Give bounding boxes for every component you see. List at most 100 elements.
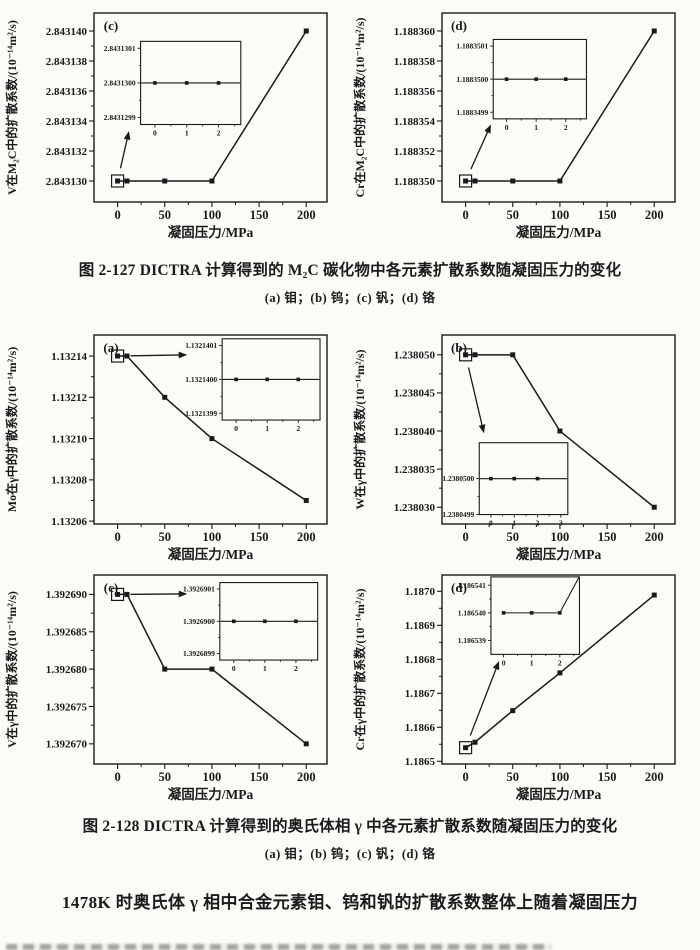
svg-text:1.186540: 1.186540 bbox=[458, 608, 486, 617]
svg-text:50: 50 bbox=[158, 208, 171, 222]
svg-text:1.238035: 1.238035 bbox=[394, 464, 436, 476]
svg-text:0: 0 bbox=[505, 123, 509, 132]
svg-text:1.188354: 1.188354 bbox=[394, 116, 436, 128]
svg-text:50: 50 bbox=[506, 208, 519, 222]
svg-text:0: 0 bbox=[502, 658, 506, 667]
svg-text:1: 1 bbox=[185, 129, 189, 138]
svg-text:1.13214: 1.13214 bbox=[51, 351, 87, 363]
svg-text:150: 150 bbox=[598, 530, 617, 544]
svg-text:1.188360: 1.188360 bbox=[394, 26, 436, 38]
svg-text:2: 2 bbox=[564, 123, 568, 132]
chart-128d-cr-in-gamma: 0 50 100 150 200 1.1865 1.1866 1.1867 1.1868 1.18… bbox=[350, 566, 698, 806]
svg-text:200: 200 bbox=[645, 530, 664, 544]
svg-text:200: 200 bbox=[645, 208, 664, 222]
chart-svg: 0 50 100 150 200 1.238030 1.238035 1.238040 1.23… bbox=[352, 334, 676, 562]
svg-text:1.1883501: 1.1883501 bbox=[456, 42, 488, 51]
svg-text:2.8431299: 2.8431299 bbox=[104, 113, 136, 122]
cut-off-next-text-line bbox=[6, 944, 551, 950]
svg-text:1.188356: 1.188356 bbox=[394, 86, 436, 98]
svg-text:50: 50 bbox=[158, 770, 171, 784]
svg-text:1.186539: 1.186539 bbox=[458, 636, 486, 645]
svg-text:1.392670: 1.392670 bbox=[46, 739, 88, 751]
svg-text:2.843132: 2.843132 bbox=[46, 146, 88, 158]
svg-text:1.238030: 1.238030 bbox=[394, 502, 436, 514]
svg-text:1.3926899: 1.3926899 bbox=[183, 649, 215, 658]
svg-text:2.843138: 2.843138 bbox=[46, 56, 88, 68]
svg-text:0: 0 bbox=[462, 208, 468, 222]
svg-text:100: 100 bbox=[551, 530, 570, 544]
svg-text:W在γ中的扩散系数/(10⁻¹⁴m²/s): W在γ中的扩散系数/(10⁻¹⁴m²/s) bbox=[352, 349, 367, 509]
svg-text:200: 200 bbox=[297, 530, 316, 544]
svg-text:100: 100 bbox=[203, 208, 222, 222]
svg-text:(d): (d) bbox=[451, 18, 467, 33]
svg-text:凝固压力/MPa: 凝固压力/MPa bbox=[168, 224, 254, 240]
svg-text:1.3926900: 1.3926900 bbox=[183, 617, 215, 626]
svg-text:1.392675: 1.392675 bbox=[46, 701, 88, 713]
svg-text:凝固压力/MPa: 凝固压力/MPa bbox=[516, 786, 602, 802]
svg-text:200: 200 bbox=[645, 770, 664, 784]
figure-2-128-chart-row-bottom: 0 50 100 150 200 1.392670 1.392675 1.392680 1.39… bbox=[0, 566, 700, 806]
svg-text:1: 1 bbox=[534, 123, 538, 132]
chart-128c-v-in-gamma: 0 50 100 150 200 1.392670 1.392675 1.392680 1.39… bbox=[2, 566, 350, 806]
svg-text:2: 2 bbox=[217, 129, 221, 138]
svg-text:0: 0 bbox=[114, 770, 120, 784]
svg-text:1.1321401: 1.1321401 bbox=[185, 341, 217, 350]
svg-text:2: 2 bbox=[296, 424, 300, 433]
figure-2-127-caption: 图 2-127 DICTRA 计算得到的 M₂C 碳化物中各元素扩散系数随凝固压… bbox=[0, 258, 700, 306]
svg-text:1.188358: 1.188358 bbox=[394, 56, 436, 68]
svg-text:50: 50 bbox=[158, 530, 171, 544]
figure-2-127-caption-subtitle: (a) 钼；(b) 钨；(c) 钒；(d) 铬 bbox=[264, 291, 436, 305]
svg-text:1.1868: 1.1868 bbox=[405, 654, 436, 666]
svg-text:2: 2 bbox=[558, 658, 562, 667]
svg-text:0: 0 bbox=[153, 129, 157, 138]
svg-text:V在M₂C中的扩散系数/(10⁻¹⁴m²/s): V在M₂C中的扩散系数/(10⁻¹⁴m²/s) bbox=[4, 20, 19, 195]
svg-text:1.392685: 1.392685 bbox=[46, 627, 88, 639]
svg-text:2: 2 bbox=[294, 664, 298, 673]
svg-text:V在γ中的扩散系数/(10⁻¹⁴m²/s): V在γ中的扩散系数/(10⁻¹⁴m²/s) bbox=[4, 591, 19, 748]
svg-text:1.1883499: 1.1883499 bbox=[456, 108, 488, 117]
svg-text:100: 100 bbox=[551, 208, 570, 222]
figure-2-128-chart-row-top: 0 50 100 150 200 1.13206 1.13208 1.13210 1.13212… bbox=[0, 326, 700, 566]
svg-text:0: 0 bbox=[234, 424, 238, 433]
svg-text:0: 0 bbox=[232, 664, 236, 673]
svg-text:(c): (c) bbox=[104, 580, 118, 595]
svg-text:凝固压力/MPa: 凝固压力/MPa bbox=[168, 786, 254, 802]
svg-text:1.2380500: 1.2380500 bbox=[442, 474, 474, 483]
svg-text:50: 50 bbox=[506, 530, 519, 544]
svg-text:1.1883500: 1.1883500 bbox=[456, 75, 488, 84]
svg-text:1.3926901: 1.3926901 bbox=[183, 585, 215, 594]
svg-text:1: 1 bbox=[263, 664, 267, 673]
svg-text:2.8431300: 2.8431300 bbox=[104, 79, 136, 88]
svg-text:100: 100 bbox=[203, 770, 222, 784]
svg-text:Mo在γ中的扩散系数/(10⁻¹⁴m²/s): Mo在γ中的扩散系数/(10⁻¹⁴m²/s) bbox=[4, 347, 19, 512]
chart-svg: 0 50 100 150 200 2.843130 2.843132 2.843134 2.84… bbox=[4, 12, 328, 240]
svg-text:1.1321400: 1.1321400 bbox=[185, 375, 217, 384]
svg-text:1.13210: 1.13210 bbox=[51, 433, 87, 445]
svg-text:(c): (c) bbox=[104, 18, 118, 33]
svg-text:1.188350: 1.188350 bbox=[394, 176, 436, 188]
svg-text:2.8431301: 2.8431301 bbox=[104, 44, 136, 53]
svg-text:1: 1 bbox=[512, 519, 516, 528]
svg-text:100: 100 bbox=[203, 530, 222, 544]
svg-text:凝固压力/MPa: 凝固压力/MPa bbox=[516, 224, 602, 240]
svg-text:1.1870: 1.1870 bbox=[405, 586, 436, 598]
svg-text:凝固压力/MPa: 凝固压力/MPa bbox=[516, 546, 602, 562]
svg-text:150: 150 bbox=[598, 208, 617, 222]
chart-127c-v-in-m2c: 0 50 100 150 200 2.843130 2.843132 2.843134 2.84… bbox=[2, 4, 350, 244]
svg-text:1.1866: 1.1866 bbox=[405, 722, 436, 734]
svg-text:0: 0 bbox=[489, 519, 493, 528]
svg-text:(a): (a) bbox=[103, 340, 118, 355]
svg-text:150: 150 bbox=[250, 530, 269, 544]
svg-text:凝固压力/MPa: 凝固压力/MPa bbox=[168, 546, 254, 562]
svg-text:150: 150 bbox=[250, 208, 269, 222]
svg-text:1.13206: 1.13206 bbox=[51, 516, 87, 528]
svg-text:(b): (b) bbox=[451, 340, 467, 355]
chart-svg: 0 50 100 150 200 1.392670 1.392675 1.392680 1.39… bbox=[4, 574, 328, 802]
svg-text:1: 1 bbox=[265, 424, 269, 433]
figure-2-128-caption-title: 图 2-128 DICTRA 计算得到的奥氏体相 γ 中各元素扩散系数随凝固压力… bbox=[82, 818, 618, 835]
svg-text:1.188352: 1.188352 bbox=[394, 146, 436, 158]
svg-text:2.843136: 2.843136 bbox=[46, 86, 88, 98]
svg-text:200: 200 bbox=[297, 770, 316, 784]
chart-svg: 0 50 100 150 200 1.13206 1.13208 1.13210 1.13212… bbox=[4, 334, 328, 562]
svg-text:1.238045: 1.238045 bbox=[394, 388, 436, 400]
